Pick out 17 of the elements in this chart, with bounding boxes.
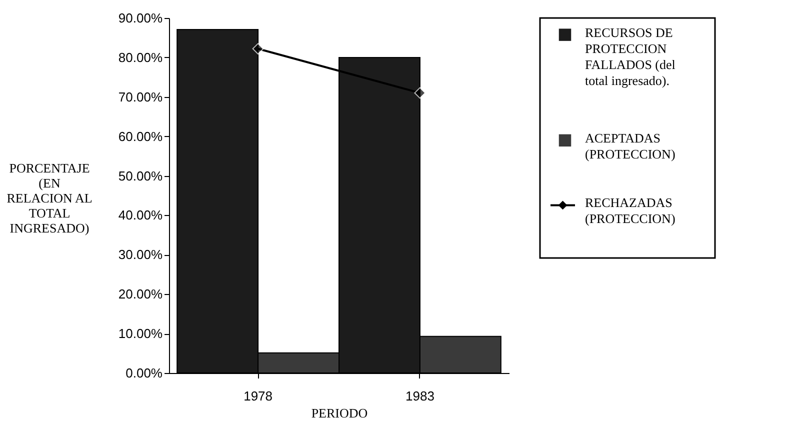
y-tick-label: 80.00% [118,50,163,65]
y-axis-title: PORCENTAJE (EN RELACION AL TOTAL INGRESADO) [6,160,92,236]
x-tick-label: 1978 [244,388,273,404]
y-tick-label: 60.00% [118,128,163,144]
legend-label: RECURSOS DE PROTECCION FALLADOS (del total ingresado). [585,24,676,88]
y-tick-label: 50.00% [118,168,163,184]
y-tick-label: 70.00% [118,89,163,104]
legend-label: ACEPTADAS (PROTECCION) [585,130,676,162]
x-tick-label: 1983 [405,388,434,404]
y-tick-label: 20.00% [118,286,163,302]
y-tick-label: 40.00% [118,208,163,223]
legend-label: RECHAZADAS (PROTECCION) [585,195,676,226]
y-tick-label: 10.00% [118,326,163,342]
y-tick-label: 0.00% [126,366,163,380]
y-tick-label: 90.00% [118,10,163,26]
x-axis-title: PERIODO [311,406,368,420]
y-tick-label: 30.00% [118,247,163,262]
